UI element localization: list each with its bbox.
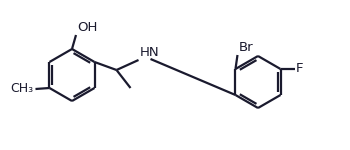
Text: Br: Br [238,41,253,54]
Text: HN: HN [140,46,159,59]
Text: F: F [295,63,303,75]
Text: OH: OH [77,21,97,34]
Text: CH₃: CH₃ [10,82,34,96]
